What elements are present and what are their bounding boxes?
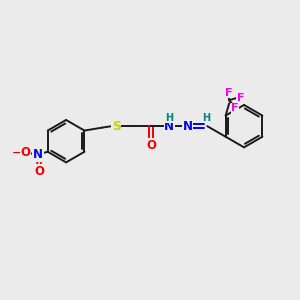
Text: F: F	[231, 103, 239, 113]
Text: N: N	[164, 120, 174, 133]
Text: H: H	[202, 113, 210, 123]
Text: N: N	[182, 120, 193, 133]
Text: O: O	[146, 139, 156, 152]
Text: −: −	[11, 148, 21, 158]
Text: F: F	[237, 93, 244, 103]
Text: S: S	[112, 120, 121, 133]
Text: O: O	[34, 165, 44, 178]
Text: H: H	[165, 113, 173, 123]
Text: F: F	[225, 88, 232, 98]
Text: N: N	[33, 148, 43, 161]
Text: O: O	[20, 146, 30, 159]
